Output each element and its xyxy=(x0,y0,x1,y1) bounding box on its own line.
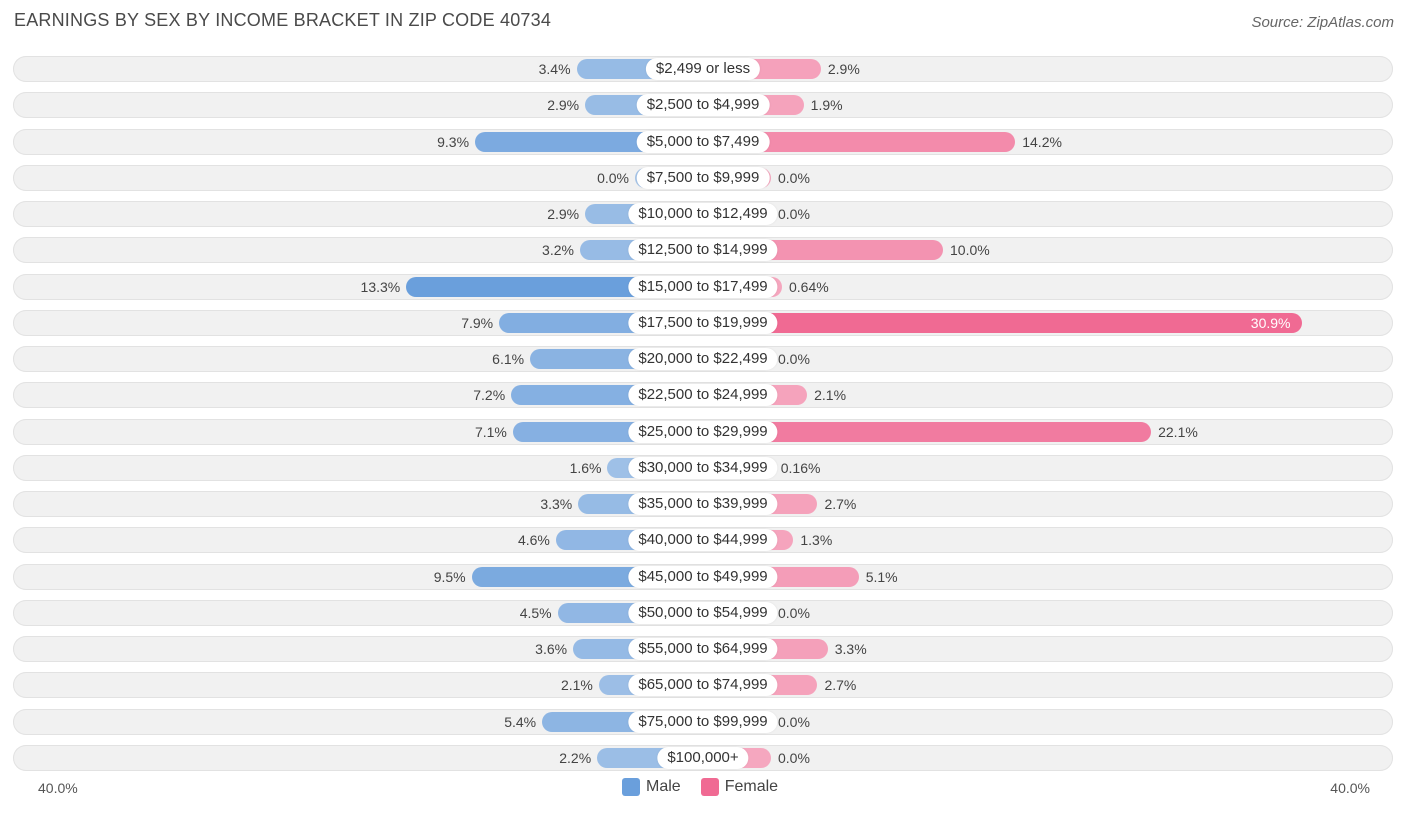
value-label-female: 22.1% xyxy=(1158,423,1198,440)
value-label-male: 9.5% xyxy=(433,568,466,585)
value-label-female: 0.0% xyxy=(778,713,810,730)
value-label-male: 2.2% xyxy=(559,749,592,766)
value-label-male: 3.3% xyxy=(540,496,573,512)
value-label-male: 4.6% xyxy=(517,532,550,549)
category-label: $12,500 to $14,999 xyxy=(628,239,778,262)
axis-left-label: 40.0% xyxy=(38,780,78,796)
category-label: $10,000 to $12,499 xyxy=(628,203,778,225)
legend-swatch-female xyxy=(700,778,719,796)
category-label: $5,000 to $7,499 xyxy=(636,130,770,153)
value-label-female: 2.9% xyxy=(827,61,860,77)
category-label: $100,000+ xyxy=(657,746,749,769)
legend-swatch-male xyxy=(622,778,640,796)
source-attribution: Source: ZipAtlas.com xyxy=(1251,14,1394,31)
value-label-male: 1.6% xyxy=(569,459,602,476)
value-label-female: 3.3% xyxy=(834,641,867,657)
value-label-female: 0.0% xyxy=(778,169,810,186)
value-label-male: 7.1% xyxy=(474,423,507,440)
bar-female xyxy=(703,421,1152,442)
legend-label-male: Male xyxy=(646,778,681,795)
category-label: $45,000 to $49,999 xyxy=(628,565,778,588)
value-label-female: 10.0% xyxy=(950,242,990,259)
value-label-male: 3.2% xyxy=(542,242,574,259)
value-label-female: 0.64% xyxy=(789,278,829,295)
chart-title: EARNINGS BY SEX BY INCOME BRACKET IN ZIP… xyxy=(14,10,552,30)
value-label-male: 3.6% xyxy=(535,641,568,657)
value-label-male: 9.3% xyxy=(437,133,470,150)
category-label: $22,500 to $24,999 xyxy=(628,384,778,407)
category-label: $75,000 to $99,999 xyxy=(628,710,778,733)
category-label: $55,000 to $64,999 xyxy=(628,638,778,660)
legend-item-male: Male xyxy=(622,778,681,796)
value-label-female: 1.9% xyxy=(810,97,843,114)
legend-item-female: Female xyxy=(700,778,779,796)
value-label-female: 0.0% xyxy=(778,351,810,367)
value-label-female: 2.7% xyxy=(824,677,857,694)
value-label-male: 3.4% xyxy=(538,61,571,77)
bar-female xyxy=(703,312,1303,333)
category-label: $25,000 to $29,999 xyxy=(628,420,778,443)
value-label-male: 5.4% xyxy=(504,713,537,730)
category-label: $30,000 to $34,999 xyxy=(628,456,778,479)
value-label-male: 13.3% xyxy=(360,278,401,295)
value-label-female: 0.16% xyxy=(780,459,821,476)
value-label-female: 0.0% xyxy=(778,206,810,222)
category-label: $20,000 to $22,499 xyxy=(628,348,778,370)
category-label: $7,500 to $9,999 xyxy=(636,166,770,189)
value-label-female: 30.9% xyxy=(1250,314,1291,331)
axis-right-label: 40.0% xyxy=(1330,780,1370,796)
category-label: $35,000 to $39,999 xyxy=(628,493,778,515)
value-label-male: 7.2% xyxy=(473,387,506,404)
value-label-male: 0.0% xyxy=(597,169,629,186)
category-label: $15,000 to $17,499 xyxy=(628,275,778,298)
value-label-female: 1.3% xyxy=(800,532,833,549)
bar-female xyxy=(703,131,1016,152)
category-label: $2,500 to $4,999 xyxy=(636,94,770,117)
legend: Male Female xyxy=(622,778,788,796)
value-label-female: 0.0% xyxy=(778,604,810,621)
category-label: $40,000 to $44,999 xyxy=(628,529,778,552)
value-label-female: 2.7% xyxy=(824,496,857,512)
category-label: $65,000 to $74,999 xyxy=(628,674,778,697)
category-label: $17,500 to $19,999 xyxy=(628,311,778,334)
value-label-male: 2.1% xyxy=(560,677,593,694)
category-label: $2,499 or less xyxy=(645,58,761,80)
value-label-male: 2.9% xyxy=(547,97,580,114)
value-label-male: 2.9% xyxy=(547,206,580,222)
value-label-female: 14.2% xyxy=(1022,133,1062,150)
value-label-female: 0.0% xyxy=(778,749,810,766)
value-label-male: 6.1% xyxy=(492,351,525,367)
value-label-female: 2.1% xyxy=(814,387,847,404)
legend-label-female: Female xyxy=(724,778,779,795)
value-label-female: 5.1% xyxy=(865,568,898,585)
value-label-male: 7.9% xyxy=(461,314,494,331)
value-label-male: 4.5% xyxy=(519,604,552,621)
category-label: $50,000 to $54,999 xyxy=(628,601,778,624)
